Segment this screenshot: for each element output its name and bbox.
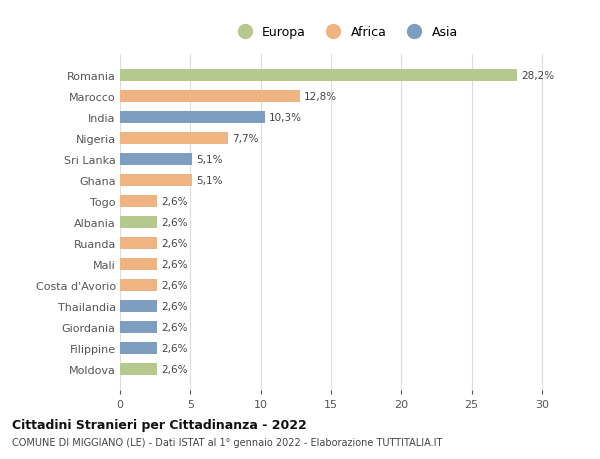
Bar xyxy=(120,259,157,270)
Legend: Europa, Africa, Asia: Europa, Africa, Asia xyxy=(227,21,463,44)
Bar xyxy=(120,342,157,354)
Bar xyxy=(120,301,157,312)
Bar xyxy=(120,364,157,375)
Bar xyxy=(120,133,228,145)
Text: COMUNE DI MIGGIANO (LE) - Dati ISTAT al 1° gennaio 2022 - Elaborazione TUTTITALI: COMUNE DI MIGGIANO (LE) - Dati ISTAT al … xyxy=(12,437,442,447)
Text: 12,8%: 12,8% xyxy=(304,92,337,102)
Bar xyxy=(120,238,157,249)
Text: 5,1%: 5,1% xyxy=(196,155,223,165)
Text: 2,6%: 2,6% xyxy=(161,239,187,248)
Bar xyxy=(120,322,157,333)
Bar xyxy=(120,91,300,103)
Text: 2,6%: 2,6% xyxy=(161,302,187,311)
Text: Cittadini Stranieri per Cittadinanza - 2022: Cittadini Stranieri per Cittadinanza - 2… xyxy=(12,418,307,431)
Text: 7,7%: 7,7% xyxy=(233,134,259,144)
Text: 5,1%: 5,1% xyxy=(196,176,223,186)
Bar xyxy=(120,217,157,229)
Text: 2,6%: 2,6% xyxy=(161,197,187,207)
Text: 2,6%: 2,6% xyxy=(161,322,187,332)
Bar xyxy=(120,154,192,166)
Bar xyxy=(120,280,157,291)
Bar xyxy=(120,112,265,123)
Bar xyxy=(120,70,517,82)
Text: 2,6%: 2,6% xyxy=(161,280,187,291)
Text: 2,6%: 2,6% xyxy=(161,218,187,228)
Text: 10,3%: 10,3% xyxy=(269,113,302,123)
Text: 28,2%: 28,2% xyxy=(521,71,554,81)
Text: 2,6%: 2,6% xyxy=(161,364,187,374)
Text: 2,6%: 2,6% xyxy=(161,259,187,269)
Bar xyxy=(120,196,157,207)
Text: 2,6%: 2,6% xyxy=(161,343,187,353)
Bar xyxy=(120,175,192,186)
